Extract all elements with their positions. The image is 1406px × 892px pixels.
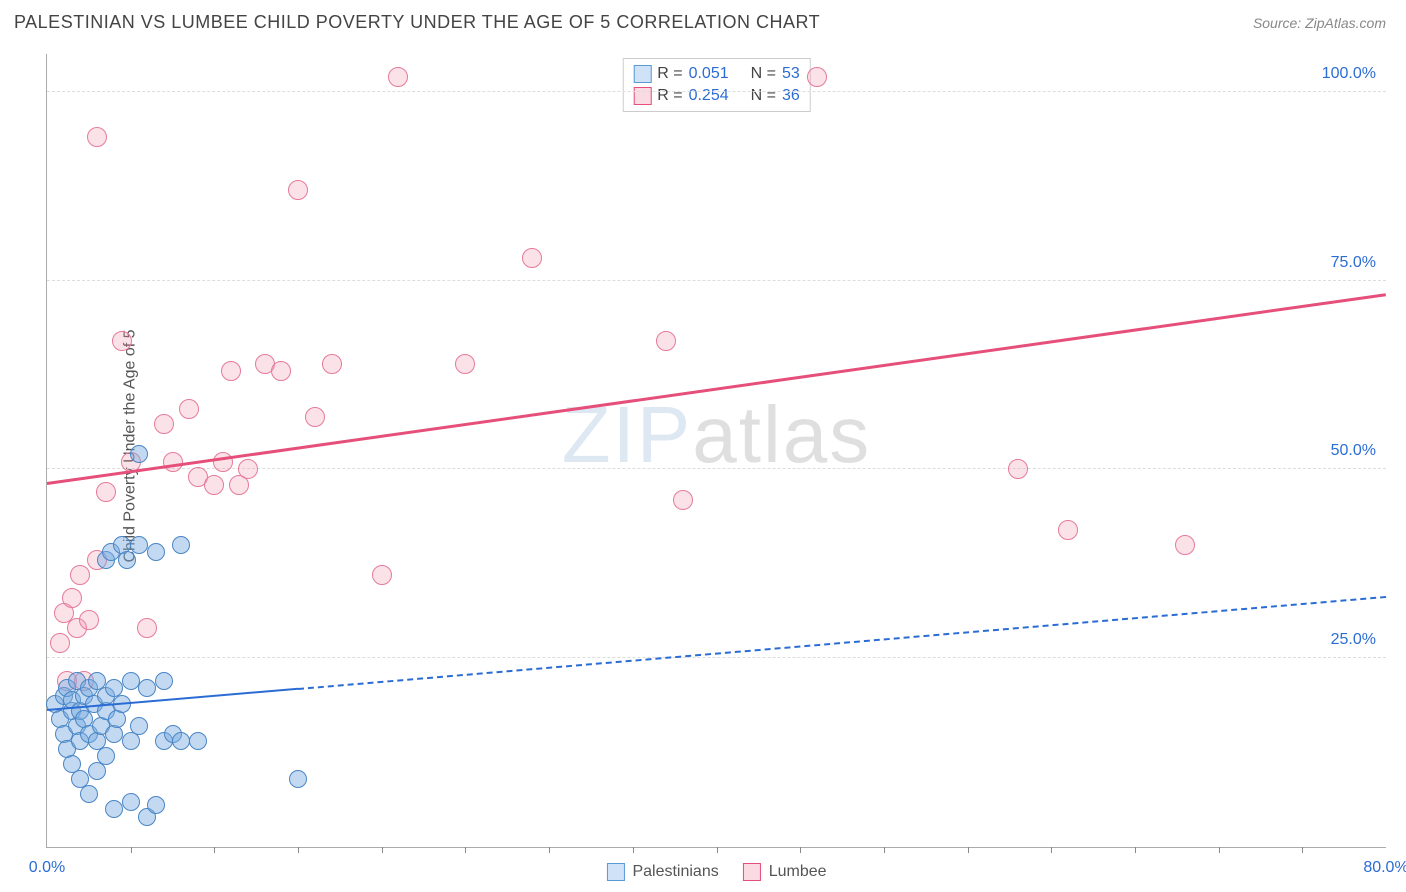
legend-item: Lumbee	[743, 863, 827, 881]
trend-line	[47, 293, 1386, 485]
lumbee-point	[673, 490, 693, 510]
x-tick-mark	[465, 847, 466, 853]
x-tick-mark	[1135, 847, 1136, 853]
watermark-atlas: atlas	[692, 390, 871, 479]
lumbee-point	[522, 248, 542, 268]
x-tick-mark	[1051, 847, 1052, 853]
palestinians-point	[155, 672, 173, 690]
lumbee-point	[79, 610, 99, 630]
palestinians-point	[130, 445, 148, 463]
x-tick-mark	[884, 847, 885, 853]
palestinians-point	[122, 793, 140, 811]
n-value: 36	[782, 87, 800, 105]
x-tick-mark	[131, 847, 132, 853]
lumbee-point	[137, 618, 157, 638]
legend-swatch	[606, 863, 624, 881]
x-tick-mark	[717, 847, 718, 853]
lumbee-point	[112, 331, 132, 351]
lumbee-point	[807, 67, 827, 87]
lumbee-point	[322, 354, 342, 374]
palestinians-point	[147, 543, 165, 561]
lumbee-point	[221, 361, 241, 381]
lumbee-point	[372, 565, 392, 585]
lumbee-point	[305, 407, 325, 427]
y-tick-label: 75.0%	[1331, 254, 1376, 272]
lumbee-point	[213, 452, 233, 472]
lumbee-point	[50, 633, 70, 653]
palestinians-point	[289, 770, 307, 788]
y-tick-label: 100.0%	[1322, 65, 1376, 83]
lumbee-point	[1008, 459, 1028, 479]
legend-swatch	[743, 863, 761, 881]
palestinians-point	[105, 800, 123, 818]
palestinians-point	[97, 747, 115, 765]
palestinians-point	[122, 672, 140, 690]
x-tick-label: 0.0%	[29, 859, 65, 877]
palestinians-point	[147, 796, 165, 814]
source-label: Source: ZipAtlas.com	[1253, 15, 1386, 31]
lumbee-point	[87, 127, 107, 147]
chart-title: PALESTINIAN VS LUMBEE CHILD POVERTY UNDE…	[14, 12, 820, 33]
r-value: 0.051	[689, 65, 729, 83]
palestinians-point	[130, 536, 148, 554]
legend-swatch	[633, 65, 651, 83]
lumbee-point	[1175, 535, 1195, 555]
lumbee-point	[163, 452, 183, 472]
x-tick-mark	[382, 847, 383, 853]
trend-line	[298, 596, 1386, 690]
legend-swatch	[633, 87, 651, 105]
legend-item: Palestinians	[606, 863, 718, 881]
palestinians-point	[130, 717, 148, 735]
stats-legend-row: R = 0.254 N = 36	[633, 85, 800, 107]
lumbee-point	[154, 414, 174, 434]
lumbee-point	[70, 565, 90, 585]
lumbee-point	[271, 361, 291, 381]
gridline	[47, 280, 1386, 281]
r-label: R =	[657, 87, 682, 105]
n-value: 53	[782, 65, 800, 83]
n-label: N =	[751, 65, 776, 83]
series-legend: Palestinians Lumbee	[606, 863, 826, 881]
y-tick-label: 50.0%	[1331, 442, 1376, 460]
x-tick-mark	[800, 847, 801, 853]
lumbee-point	[204, 475, 224, 495]
gridline	[47, 91, 1386, 92]
r-value: 0.254	[689, 87, 729, 105]
palestinians-point	[189, 732, 207, 750]
lumbee-point	[388, 67, 408, 87]
palestinians-point	[118, 551, 136, 569]
stats-legend-row: R = 0.051 N = 53	[633, 63, 800, 85]
x-tick-mark	[1302, 847, 1303, 853]
scatter-chart: ZIPatlas R =0.051N =53R =0.254N =36 Pale…	[46, 54, 1386, 848]
lumbee-point	[179, 399, 199, 419]
x-tick-mark	[968, 847, 969, 853]
legend-label: Palestinians	[632, 863, 718, 881]
lumbee-point	[96, 482, 116, 502]
lumbee-point	[238, 459, 258, 479]
gridline	[47, 657, 1386, 658]
x-tick-mark	[549, 847, 550, 853]
r-label: R =	[657, 65, 682, 83]
lumbee-point	[288, 180, 308, 200]
palestinians-point	[172, 536, 190, 554]
y-tick-label: 25.0%	[1331, 631, 1376, 649]
palestinians-point	[105, 725, 123, 743]
palestinians-point	[80, 785, 98, 803]
lumbee-point	[656, 331, 676, 351]
lumbee-point	[1058, 520, 1078, 540]
stats-legend: R = 0.051 N = 53 R = 0.254 N = 36	[622, 58, 811, 112]
n-label: N =	[751, 87, 776, 105]
x-tick-label: 80.0%	[1363, 859, 1406, 877]
palestinians-point	[172, 732, 190, 750]
lumbee-point	[455, 354, 475, 374]
lumbee-point	[62, 588, 82, 608]
x-tick-mark	[214, 847, 215, 853]
x-tick-mark	[298, 847, 299, 853]
legend-label: Lumbee	[769, 863, 827, 881]
palestinians-point	[138, 679, 156, 697]
x-tick-mark	[1219, 847, 1220, 853]
x-tick-mark	[633, 847, 634, 853]
